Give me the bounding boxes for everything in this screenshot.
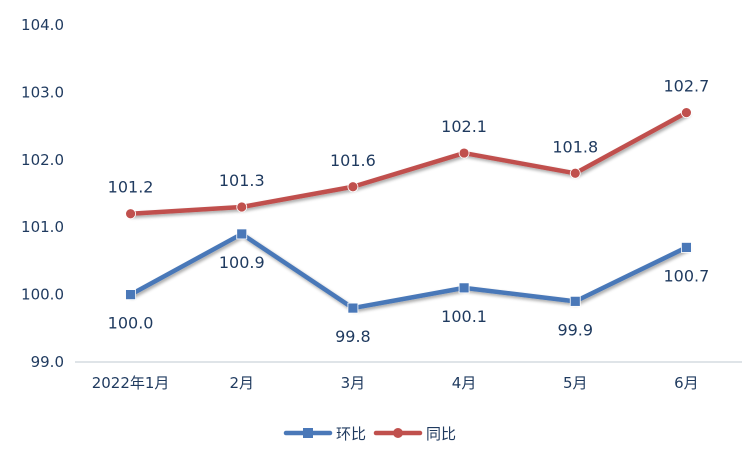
data-point bbox=[236, 228, 248, 240]
y-tick-label: 101.0 bbox=[21, 218, 64, 236]
series-1: 101.2 101.3 101.6 102.1 101.8 102.7 bbox=[108, 77, 710, 220]
legend-marker bbox=[393, 428, 403, 438]
legend-item: 同比 bbox=[373, 425, 456, 443]
data-point bbox=[236, 201, 248, 213]
data-label: 102.7 bbox=[664, 77, 710, 96]
data-point bbox=[125, 208, 136, 220]
data-point bbox=[681, 242, 692, 253]
x-axis: 2022年1月 2月 3月 4月 5月 6月 bbox=[75, 361, 742, 392]
series-0: 100.0 100.9 99.8 100.1 99.9 100.7 bbox=[108, 228, 710, 346]
y-tick-label: 102.0 bbox=[21, 151, 64, 169]
y-tick-label: 100.0 bbox=[21, 286, 64, 304]
data-label: 99.8 bbox=[335, 327, 371, 346]
y-tick-label: 104.0 bbox=[21, 16, 64, 34]
x-tick-label: 5月 bbox=[563, 374, 588, 392]
data-point bbox=[569, 167, 581, 179]
data-label: 100.1 bbox=[441, 307, 487, 326]
x-tick-label: 2月 bbox=[229, 374, 254, 392]
data-label: 99.9 bbox=[557, 320, 593, 339]
data-label: 101.2 bbox=[108, 178, 154, 197]
x-tick-label: 6月 bbox=[674, 374, 699, 392]
legend: 环比 同比 bbox=[283, 425, 456, 443]
legend-label: 环比 bbox=[336, 425, 366, 443]
x-tick-label: 2022年1月 bbox=[92, 374, 170, 392]
x-tick-label: 3月 bbox=[341, 374, 366, 392]
legend-label: 同比 bbox=[426, 425, 456, 443]
data-point bbox=[681, 107, 692, 119]
legend-item: 环比 bbox=[283, 425, 366, 443]
data-point bbox=[458, 282, 470, 294]
y-tick-label: 103.0 bbox=[21, 83, 64, 101]
data-point bbox=[569, 295, 581, 307]
data-label: 101.8 bbox=[552, 137, 598, 156]
legend-marker bbox=[303, 428, 313, 438]
series-line bbox=[128, 231, 689, 311]
data-point bbox=[347, 302, 359, 314]
y-axis: 99.0 100.0 101.0 102.0 103.0 104.0 bbox=[21, 16, 64, 371]
data-label: 101.6 bbox=[330, 151, 376, 170]
data-label: 100.9 bbox=[219, 253, 265, 272]
data-point bbox=[458, 147, 470, 159]
y-tick-label: 99.0 bbox=[31, 353, 64, 371]
x-tick-label: 4月 bbox=[452, 374, 477, 392]
series-line bbox=[128, 110, 689, 216]
data-point bbox=[125, 289, 136, 301]
data-point bbox=[347, 181, 359, 193]
data-label: 100.7 bbox=[664, 266, 710, 285]
data-label: 102.1 bbox=[441, 117, 487, 136]
data-label: 101.3 bbox=[219, 171, 265, 190]
data-label: 100.0 bbox=[108, 314, 154, 333]
